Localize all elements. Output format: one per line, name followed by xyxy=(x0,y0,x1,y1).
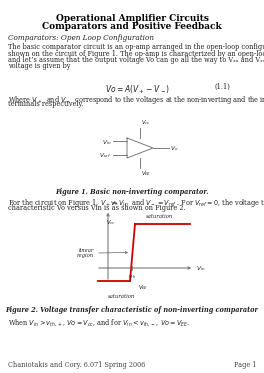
Text: $V_{in}$: $V_{in}$ xyxy=(102,138,111,147)
Text: Chaniotakis and Cory. 6.071 Spring 2006: Chaniotakis and Cory. 6.071 Spring 2006 xyxy=(8,361,145,369)
Text: The basic comparator circuit is an op-amp arranged in the open-loop configuratio: The basic comparator circuit is an op-am… xyxy=(8,43,264,51)
Text: region: region xyxy=(77,254,94,258)
Text: $V_{in}$: $V_{in}$ xyxy=(196,264,206,273)
Text: $V_o$: $V_o$ xyxy=(110,199,119,208)
Text: Where $V_+$  and $V_-$  correspond to the voltages at the non-inverting and the : Where $V_+$ and $V_-$ correspond to the … xyxy=(8,94,264,106)
Text: $Vo = A(V_+ - V_-)$: $Vo = A(V_+ - V_-)$ xyxy=(105,83,170,95)
Text: $V_{ref}$: $V_{ref}$ xyxy=(99,151,111,160)
Text: Figure 2. Voltage transfer characteristic of non-inverting comparator: Figure 2. Voltage transfer characteristi… xyxy=(6,306,258,314)
Text: $V_{EE}$: $V_{EE}$ xyxy=(141,169,151,178)
Text: Comparators and Positive Feedback: Comparators and Positive Feedback xyxy=(42,22,222,31)
Text: shown on the circuit of Figure 1. The op-amp is characterized by an open-loop ga: shown on the circuit of Figure 1. The op… xyxy=(8,50,264,57)
Text: $V_{cc}$: $V_{cc}$ xyxy=(106,219,116,228)
Text: For the circuit on Figure 1, $V_+ = V_{in}$  and $V_- = V_{ref}$ . For $V_{ref} : For the circuit on Figure 1, $V_+ = V_{i… xyxy=(8,197,264,209)
Text: $V_o$: $V_o$ xyxy=(170,145,178,153)
Text: Operational Amplifier Circuits: Operational Amplifier Circuits xyxy=(55,14,209,23)
Text: saturation: saturation xyxy=(109,294,136,298)
Text: Comparators: Open Loop Configuration: Comparators: Open Loop Configuration xyxy=(8,34,154,42)
Text: and let’s assume that the output voltage Vo can go all the way to Vₓₓ and Vₓₓ. T: and let’s assume that the output voltage… xyxy=(8,56,264,64)
Text: $V_{EE}$: $V_{EE}$ xyxy=(138,283,148,292)
Text: When $V_{in} > v_{th,+}$, $Vo = V_{cc}$, and for $V_{in} < v_{th,-}$, $Vo = V_{E: When $V_{in} > v_{th,+}$, $Vo = V_{cc}$,… xyxy=(8,317,190,328)
Text: Page 1: Page 1 xyxy=(233,361,256,369)
Text: $v_{th}$: $v_{th}$ xyxy=(128,273,136,281)
Text: terminals respectively.: terminals respectively. xyxy=(8,100,83,109)
Text: voltage is given by: voltage is given by xyxy=(8,63,70,70)
Text: Figure 1. Basic non-inverting comparator.: Figure 1. Basic non-inverting comparator… xyxy=(55,188,209,196)
Text: saturation: saturation xyxy=(146,214,174,219)
Text: (1.1): (1.1) xyxy=(214,83,230,91)
Text: characteristic Vo versus Vin is as shown on Figure 2.: characteristic Vo versus Vin is as shown… xyxy=(8,204,186,211)
Text: linear: linear xyxy=(79,248,94,253)
Text: $V_{cc}$: $V_{cc}$ xyxy=(141,118,151,127)
